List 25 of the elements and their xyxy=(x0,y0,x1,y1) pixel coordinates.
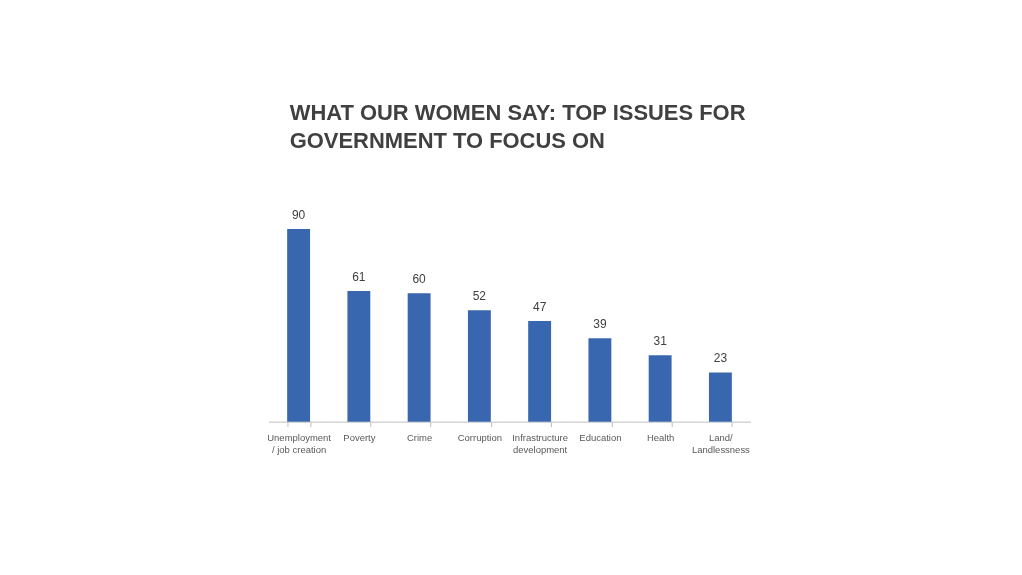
data-label: 61 xyxy=(352,270,366,285)
x-tick-label: Crime xyxy=(406,432,433,444)
x-tick-label: Infrastructure development xyxy=(512,432,569,456)
chart-title: WHAT OUR WOMEN SAY: TOP ISSUES FOR GOVERNMENT TO FOCUS ON xyxy=(289,100,746,154)
x-tick-label: Poverty xyxy=(343,432,376,444)
x-tick-label: Education xyxy=(579,432,622,444)
data-label: 47 xyxy=(532,300,547,315)
x-tick-label: Unemployment / job creation xyxy=(267,432,332,456)
data-label: 39 xyxy=(593,317,607,332)
bar xyxy=(347,291,371,422)
data-label: 60 xyxy=(412,272,427,287)
bar xyxy=(588,338,612,422)
bar xyxy=(467,310,491,422)
data-label: 31 xyxy=(653,334,668,349)
bar xyxy=(648,355,672,422)
x-tick-label: Health xyxy=(646,432,675,444)
bar xyxy=(528,321,552,422)
x-tick-label: Corruption xyxy=(457,432,502,444)
data-label: 52 xyxy=(472,289,487,304)
bar xyxy=(407,293,431,422)
data-label: 90 xyxy=(291,208,306,223)
data-label: 23 xyxy=(713,351,728,366)
bar xyxy=(708,372,732,422)
x-tick-label: Land/ Landlessness xyxy=(691,432,751,456)
bar xyxy=(287,229,311,422)
